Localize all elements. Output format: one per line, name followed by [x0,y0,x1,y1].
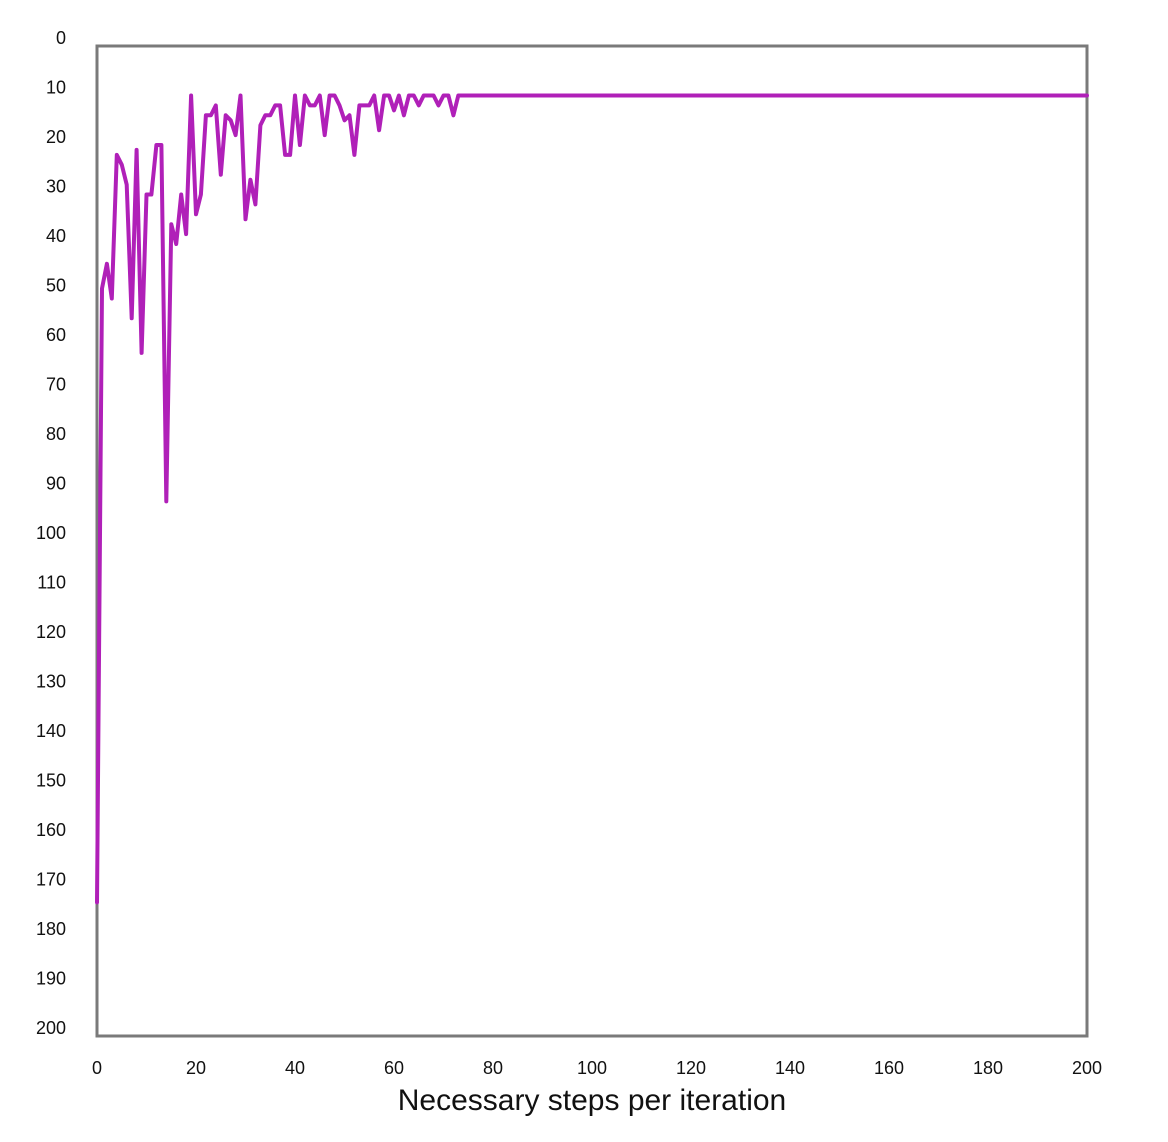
x-tick-label: 180 [973,1058,1003,1078]
x-tick-label: 80 [483,1058,503,1078]
y-tick-label: 0 [56,28,66,48]
x-tick-label: 200 [1072,1058,1102,1078]
y-tick-label: 200 [36,1018,66,1038]
y-tick-label: 190 [36,969,66,989]
x-tick-label: 160 [874,1058,904,1078]
series-layer [95,93,1089,905]
x-tick-label: 60 [384,1058,404,1078]
y-tick-label: 100 [36,523,66,543]
y-tick-label: 30 [46,177,66,197]
y-tick-label: 70 [46,375,66,395]
y-tick-label: 180 [36,919,66,939]
x-tick-label: 120 [676,1058,706,1078]
y-tick-label: 80 [46,424,66,444]
x-axis-ticks: 0 20 40 60 80 100 120 140 160 180 200 [92,1058,1102,1078]
plot-frame [95,44,1089,1038]
x-tick-label: 100 [577,1058,607,1078]
y-tick-label: 130 [36,672,66,692]
x-tick-label: 140 [775,1058,805,1078]
x-tick-label: 0 [92,1058,102,1078]
y-tick-label: 10 [46,78,66,98]
y-tick-label: 20 [46,127,66,147]
x-tick-label: 20 [186,1058,206,1078]
y-tick-label: 60 [46,325,66,345]
y-tick-label: 170 [36,870,66,890]
y-tick-label: 160 [36,820,66,840]
y-tick-label: 150 [36,771,66,791]
y-tick-label: 90 [46,474,66,494]
x-tick-label: 40 [285,1058,305,1078]
y-tick-label: 120 [36,622,66,642]
x-axis-title: Necessary steps per iteration [398,1084,787,1117]
y-tick-label: 140 [36,721,66,741]
y-tick-label: 40 [46,226,66,246]
series-line-0 [95,93,1089,905]
y-tick-label: 110 [37,573,66,593]
y-tick-label: 50 [46,276,66,296]
y-axis-ticks: 0 10 20 30 40 50 60 70 80 90 100 110 120 130 140 150 160… [36,28,66,1038]
